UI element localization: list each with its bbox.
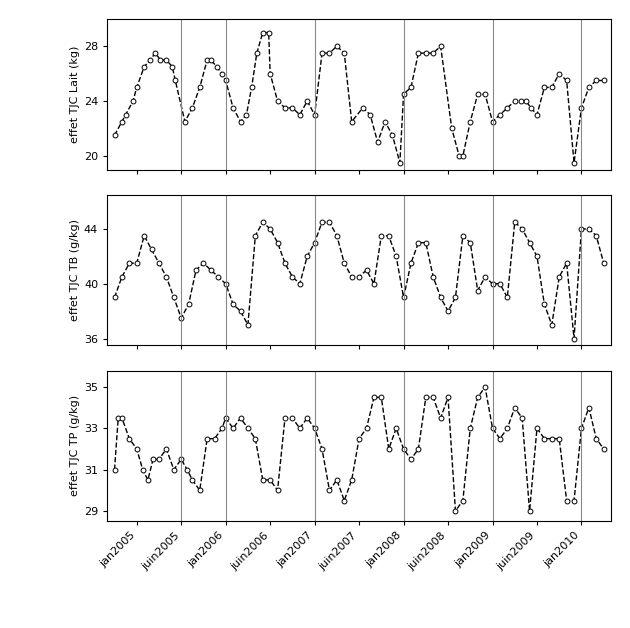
Y-axis label: effet TJC TB (g/kg): effet TJC TB (g/kg) bbox=[70, 219, 79, 321]
Y-axis label: effet TJC TP (g/kg): effet TJC TP (g/kg) bbox=[70, 395, 79, 497]
Y-axis label: effet TJC Lait (kg): effet TJC Lait (kg) bbox=[70, 45, 79, 143]
